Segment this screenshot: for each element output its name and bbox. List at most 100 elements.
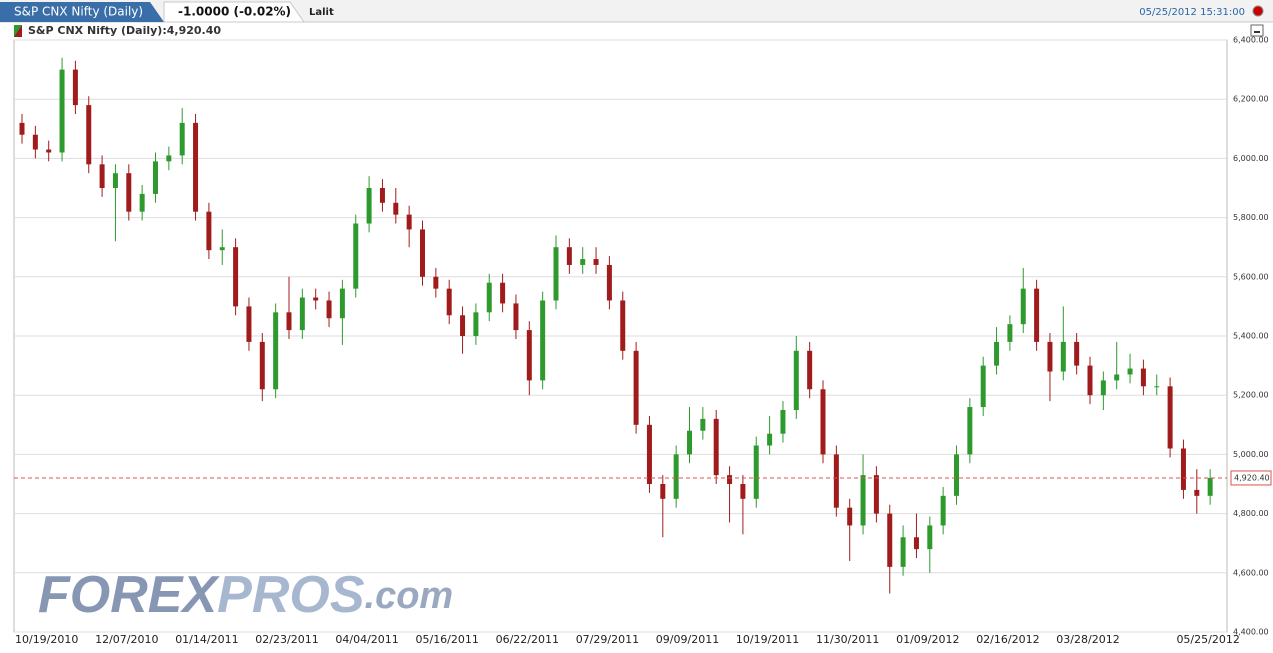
x-tick-label: 01/14/2011: [175, 633, 238, 646]
symbol-tab-label[interactable]: S&P CNX Nifty (Daily): [14, 5, 143, 19]
datetime: 05/25/2012 15:31:00: [1139, 7, 1245, 18]
candle-body: [860, 475, 866, 526]
candle-body: [193, 122, 199, 212]
x-tick-label: 10/19/2010: [15, 633, 78, 646]
y-tick-label: 5,800.00: [1233, 213, 1269, 222]
candle-body: [553, 247, 559, 301]
candle-body: [1034, 288, 1040, 342]
candle-body: [406, 214, 412, 230]
x-tick-label: 02/23/2011: [255, 633, 318, 646]
candle-body: [1207, 477, 1213, 496]
candle-body: [833, 454, 839, 508]
candle-body: [46, 149, 52, 153]
candle-body: [460, 315, 466, 336]
candle-body: [620, 300, 626, 351]
candle-body: [740, 484, 746, 499]
candle-body: [727, 475, 733, 484]
candle-body: [233, 247, 239, 307]
candle-body: [1140, 368, 1146, 387]
candle-body: [913, 537, 919, 550]
candle-body: [900, 537, 906, 567]
legend-icon-part: [14, 25, 22, 37]
candle-body: [139, 193, 145, 212]
candle-body: [273, 312, 279, 390]
candle-body: [526, 330, 532, 381]
candle-body: [420, 229, 425, 277]
candle-body: [1047, 341, 1053, 372]
candle-body: [980, 365, 986, 408]
candle-body: [820, 389, 826, 455]
x-tick-label: 05/16/2011: [415, 633, 478, 646]
candle-body: [166, 155, 172, 162]
candle-body: [326, 300, 332, 319]
candle-body: [433, 276, 439, 289]
candle-body: [99, 164, 105, 188]
candle-body: [1194, 489, 1200, 496]
candle-body: [126, 173, 132, 212]
candle-body: [153, 161, 158, 194]
candle-body: [366, 188, 372, 224]
candle-body: [1114, 374, 1120, 381]
y-tick-label: 4,400.00: [1233, 628, 1269, 637]
candle-body: [299, 297, 305, 331]
candle-body: [379, 188, 385, 203]
candle-body: [219, 247, 225, 251]
candle-body: [967, 407, 973, 455]
candle-body: [1087, 365, 1093, 396]
y-tick-label: 5,400.00: [1233, 332, 1269, 341]
candle-body: [847, 507, 853, 526]
candle-body: [1154, 386, 1160, 388]
candle-body: [540, 300, 546, 381]
candle-body: [1100, 380, 1106, 396]
candle-body: [259, 341, 265, 390]
candle-body: [1007, 324, 1013, 342]
symbol-tab[interactable]: [0, 2, 164, 22]
y-tick-label: 5,600.00: [1233, 272, 1269, 281]
candle-body: [1020, 288, 1026, 325]
x-tick-label: 10/19/2011: [736, 633, 799, 646]
candle-body: [1127, 368, 1133, 375]
watermark-part: FOREX: [38, 566, 220, 624]
candle-body: [206, 211, 212, 251]
x-tick-label: 05/25/2012: [1176, 633, 1239, 646]
x-tick-label: 12/07/2010: [95, 633, 158, 646]
candle-body: [339, 288, 345, 319]
candle-body: [486, 282, 492, 313]
candle-body: [112, 173, 118, 188]
candle-body: [473, 312, 479, 336]
change-box: [163, 1, 305, 23]
x-tick-label: 04/04/2011: [335, 633, 398, 646]
candle-body: [793, 350, 799, 410]
candle-body: [246, 306, 252, 342]
y-tick-label: 6,400.00: [1233, 36, 1269, 45]
candle-body: [179, 122, 185, 156]
candle-body: [994, 341, 1000, 366]
candle-body: [72, 69, 78, 106]
candle-body: [713, 418, 719, 476]
x-tick-label: 03/28/2012: [1056, 633, 1119, 646]
candle-body: [807, 350, 813, 390]
watermark: FOREXPROS.com: [38, 566, 453, 624]
last-price-box: [1230, 470, 1272, 486]
candle-body: [353, 223, 359, 289]
minimize-button[interactable]: [1250, 24, 1264, 37]
candle-body: [873, 475, 879, 514]
x-tick-label: 06/22/2011: [496, 633, 559, 646]
candle-body: [646, 424, 652, 484]
x-tick-label: 01/09/2012: [896, 633, 959, 646]
candle-body: [393, 202, 399, 215]
watermark-part: PROS: [217, 566, 365, 624]
live-indicator[interactable]: [1252, 5, 1264, 17]
candle-body: [19, 122, 25, 135]
candle-body: [927, 525, 933, 550]
candle-body: [446, 288, 452, 316]
candle-body: [1180, 448, 1186, 490]
x-tick-label: 11/30/2011: [816, 633, 879, 646]
candle-body: [767, 433, 773, 446]
candle-body: [286, 312, 292, 331]
y-tick-label: 6,000.00: [1233, 154, 1269, 163]
change: -1.0000 (-0.02%): [178, 5, 291, 19]
last-price-label: 4,920.40: [1234, 473, 1270, 482]
legend-label: S&P CNX Nifty (Daily):4,920.40: [28, 24, 221, 37]
candle-body: [500, 282, 506, 304]
